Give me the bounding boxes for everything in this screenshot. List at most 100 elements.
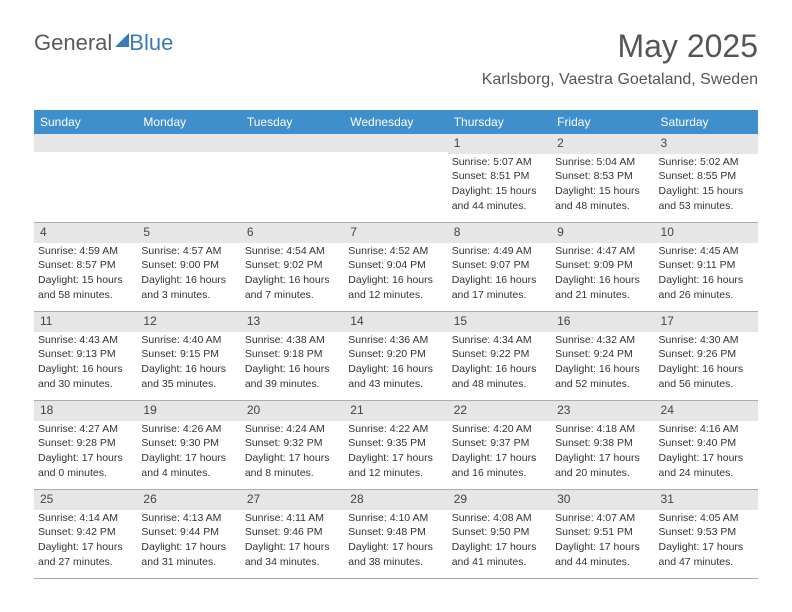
day-cell: 2Sunrise: 5:04 AMSunset: 8:53 PMDaylight… [551, 134, 654, 222]
day-detail-line: and 39 minutes. [245, 378, 340, 392]
day-cell: 4Sunrise: 4:59 AMSunset: 8:57 PMDaylight… [34, 223, 137, 311]
day-detail-line: and 53 minutes. [659, 200, 754, 214]
day-detail-line: Sunrise: 4:47 AM [555, 245, 650, 259]
day-detail-line: Daylight: 17 hours [245, 452, 340, 466]
day-detail-line: Sunrise: 4:22 AM [348, 423, 443, 437]
day-cell: 31Sunrise: 4:05 AMSunset: 9:53 PMDayligh… [655, 490, 758, 578]
day-detail-line: Daylight: 17 hours [141, 452, 236, 466]
day-detail-line: Sunset: 9:35 PM [348, 437, 443, 451]
day-number: 22 [448, 401, 551, 421]
day-number: 24 [655, 401, 758, 421]
day-number: 15 [448, 312, 551, 332]
day-detail-line: and 21 minutes. [555, 289, 650, 303]
day-detail-line: Daylight: 16 hours [555, 363, 650, 377]
weekday-header: Wednesday [344, 110, 447, 134]
logo-triangle-icon [115, 33, 129, 47]
day-detail-line: Sunset: 9:42 PM [38, 526, 133, 540]
day-detail-line: Sunrise: 4:52 AM [348, 245, 443, 259]
day-cell: 12Sunrise: 4:40 AMSunset: 9:15 PMDayligh… [137, 312, 240, 400]
day-detail-line: Sunset: 9:26 PM [659, 348, 754, 362]
day-number: 3 [655, 134, 758, 154]
day-cell [241, 134, 344, 222]
day-detail-line: Sunrise: 4:18 AM [555, 423, 650, 437]
day-detail-line: Sunrise: 4:20 AM [452, 423, 547, 437]
day-detail-line: Sunset: 8:51 PM [452, 170, 547, 184]
logo-text-general: General [34, 30, 112, 56]
day-detail-line: Sunset: 9:18 PM [245, 348, 340, 362]
day-detail-line: Sunrise: 4:27 AM [38, 423, 133, 437]
day-detail-line: Daylight: 17 hours [348, 452, 443, 466]
day-detail-line: Daylight: 16 hours [659, 363, 754, 377]
day-detail-line: Daylight: 16 hours [555, 274, 650, 288]
day-cell: 27Sunrise: 4:11 AMSunset: 9:46 PMDayligh… [241, 490, 344, 578]
day-detail-line: Sunset: 9:37 PM [452, 437, 547, 451]
day-detail-line: Sunrise: 4:57 AM [141, 245, 236, 259]
day-detail-line: and 7 minutes. [245, 289, 340, 303]
weekday-header-row: SundayMondayTuesdayWednesdayThursdayFrid… [34, 110, 758, 134]
day-cell: 28Sunrise: 4:10 AMSunset: 9:48 PMDayligh… [344, 490, 447, 578]
day-detail-line: and 3 minutes. [141, 289, 236, 303]
week-row: 25Sunrise: 4:14 AMSunset: 9:42 PMDayligh… [34, 490, 758, 579]
day-detail-line: Sunrise: 4:54 AM [245, 245, 340, 259]
day-cell: 17Sunrise: 4:30 AMSunset: 9:26 PMDayligh… [655, 312, 758, 400]
week-row: 1Sunrise: 5:07 AMSunset: 8:51 PMDaylight… [34, 134, 758, 223]
day-number [34, 134, 137, 152]
day-detail-line: Daylight: 16 hours [348, 363, 443, 377]
day-detail-line: Sunset: 9:09 PM [555, 259, 650, 273]
day-number: 29 [448, 490, 551, 510]
week-row: 18Sunrise: 4:27 AMSunset: 9:28 PMDayligh… [34, 401, 758, 490]
day-detail-line: Sunset: 9:30 PM [141, 437, 236, 451]
day-detail-line: Sunrise: 4:30 AM [659, 334, 754, 348]
day-detail-line: and 20 minutes. [555, 467, 650, 481]
day-cell: 19Sunrise: 4:26 AMSunset: 9:30 PMDayligh… [137, 401, 240, 489]
day-detail-line: Sunset: 9:11 PM [659, 259, 754, 273]
day-detail-line: and 47 minutes. [659, 556, 754, 570]
day-detail-line: Sunrise: 5:02 AM [659, 156, 754, 170]
day-number: 1 [448, 134, 551, 154]
day-detail-line: and 48 minutes. [452, 378, 547, 392]
day-detail-line: Sunrise: 4:11 AM [245, 512, 340, 526]
day-number: 2 [551, 134, 654, 154]
day-detail-line: Daylight: 16 hours [38, 363, 133, 377]
day-detail-line: Sunset: 9:02 PM [245, 259, 340, 273]
day-detail-line: Sunset: 9:13 PM [38, 348, 133, 362]
day-number [344, 134, 447, 152]
day-detail-line: Daylight: 15 hours [38, 274, 133, 288]
day-detail-line: Sunrise: 4:49 AM [452, 245, 547, 259]
day-number: 28 [344, 490, 447, 510]
day-number: 16 [551, 312, 654, 332]
day-detail-line: Sunset: 9:32 PM [245, 437, 340, 451]
weekday-header: Monday [137, 110, 240, 134]
day-number: 14 [344, 312, 447, 332]
day-cell: 18Sunrise: 4:27 AMSunset: 9:28 PMDayligh… [34, 401, 137, 489]
day-cell: 13Sunrise: 4:38 AMSunset: 9:18 PMDayligh… [241, 312, 344, 400]
day-detail-line: Daylight: 16 hours [245, 363, 340, 377]
day-detail-line: Daylight: 16 hours [452, 363, 547, 377]
day-cell: 16Sunrise: 4:32 AMSunset: 9:24 PMDayligh… [551, 312, 654, 400]
day-number: 13 [241, 312, 344, 332]
day-number: 5 [137, 223, 240, 243]
day-detail-line: and 56 minutes. [659, 378, 754, 392]
day-detail-line: Sunset: 9:24 PM [555, 348, 650, 362]
day-cell [137, 134, 240, 222]
day-number: 9 [551, 223, 654, 243]
day-detail-line: Sunset: 8:53 PM [555, 170, 650, 184]
day-detail-line: Daylight: 15 hours [452, 185, 547, 199]
day-detail-line: Sunset: 9:20 PM [348, 348, 443, 362]
calendar: SundayMondayTuesdayWednesdayThursdayFrid… [34, 110, 758, 579]
day-detail-line: and 38 minutes. [348, 556, 443, 570]
day-cell: 25Sunrise: 4:14 AMSunset: 9:42 PMDayligh… [34, 490, 137, 578]
day-detail-line: Sunrise: 4:34 AM [452, 334, 547, 348]
day-detail-line: Daylight: 16 hours [141, 363, 236, 377]
day-detail-line: and 8 minutes. [245, 467, 340, 481]
day-cell: 11Sunrise: 4:43 AMSunset: 9:13 PMDayligh… [34, 312, 137, 400]
day-detail-line: Sunset: 9:22 PM [452, 348, 547, 362]
day-cell: 1Sunrise: 5:07 AMSunset: 8:51 PMDaylight… [448, 134, 551, 222]
day-number: 4 [34, 223, 137, 243]
day-number: 18 [34, 401, 137, 421]
day-detail-line: Sunset: 9:40 PM [659, 437, 754, 451]
day-detail-line: Daylight: 15 hours [659, 185, 754, 199]
day-detail-line: and 0 minutes. [38, 467, 133, 481]
day-detail-line: and 12 minutes. [348, 289, 443, 303]
logo: General Blue [34, 30, 173, 56]
